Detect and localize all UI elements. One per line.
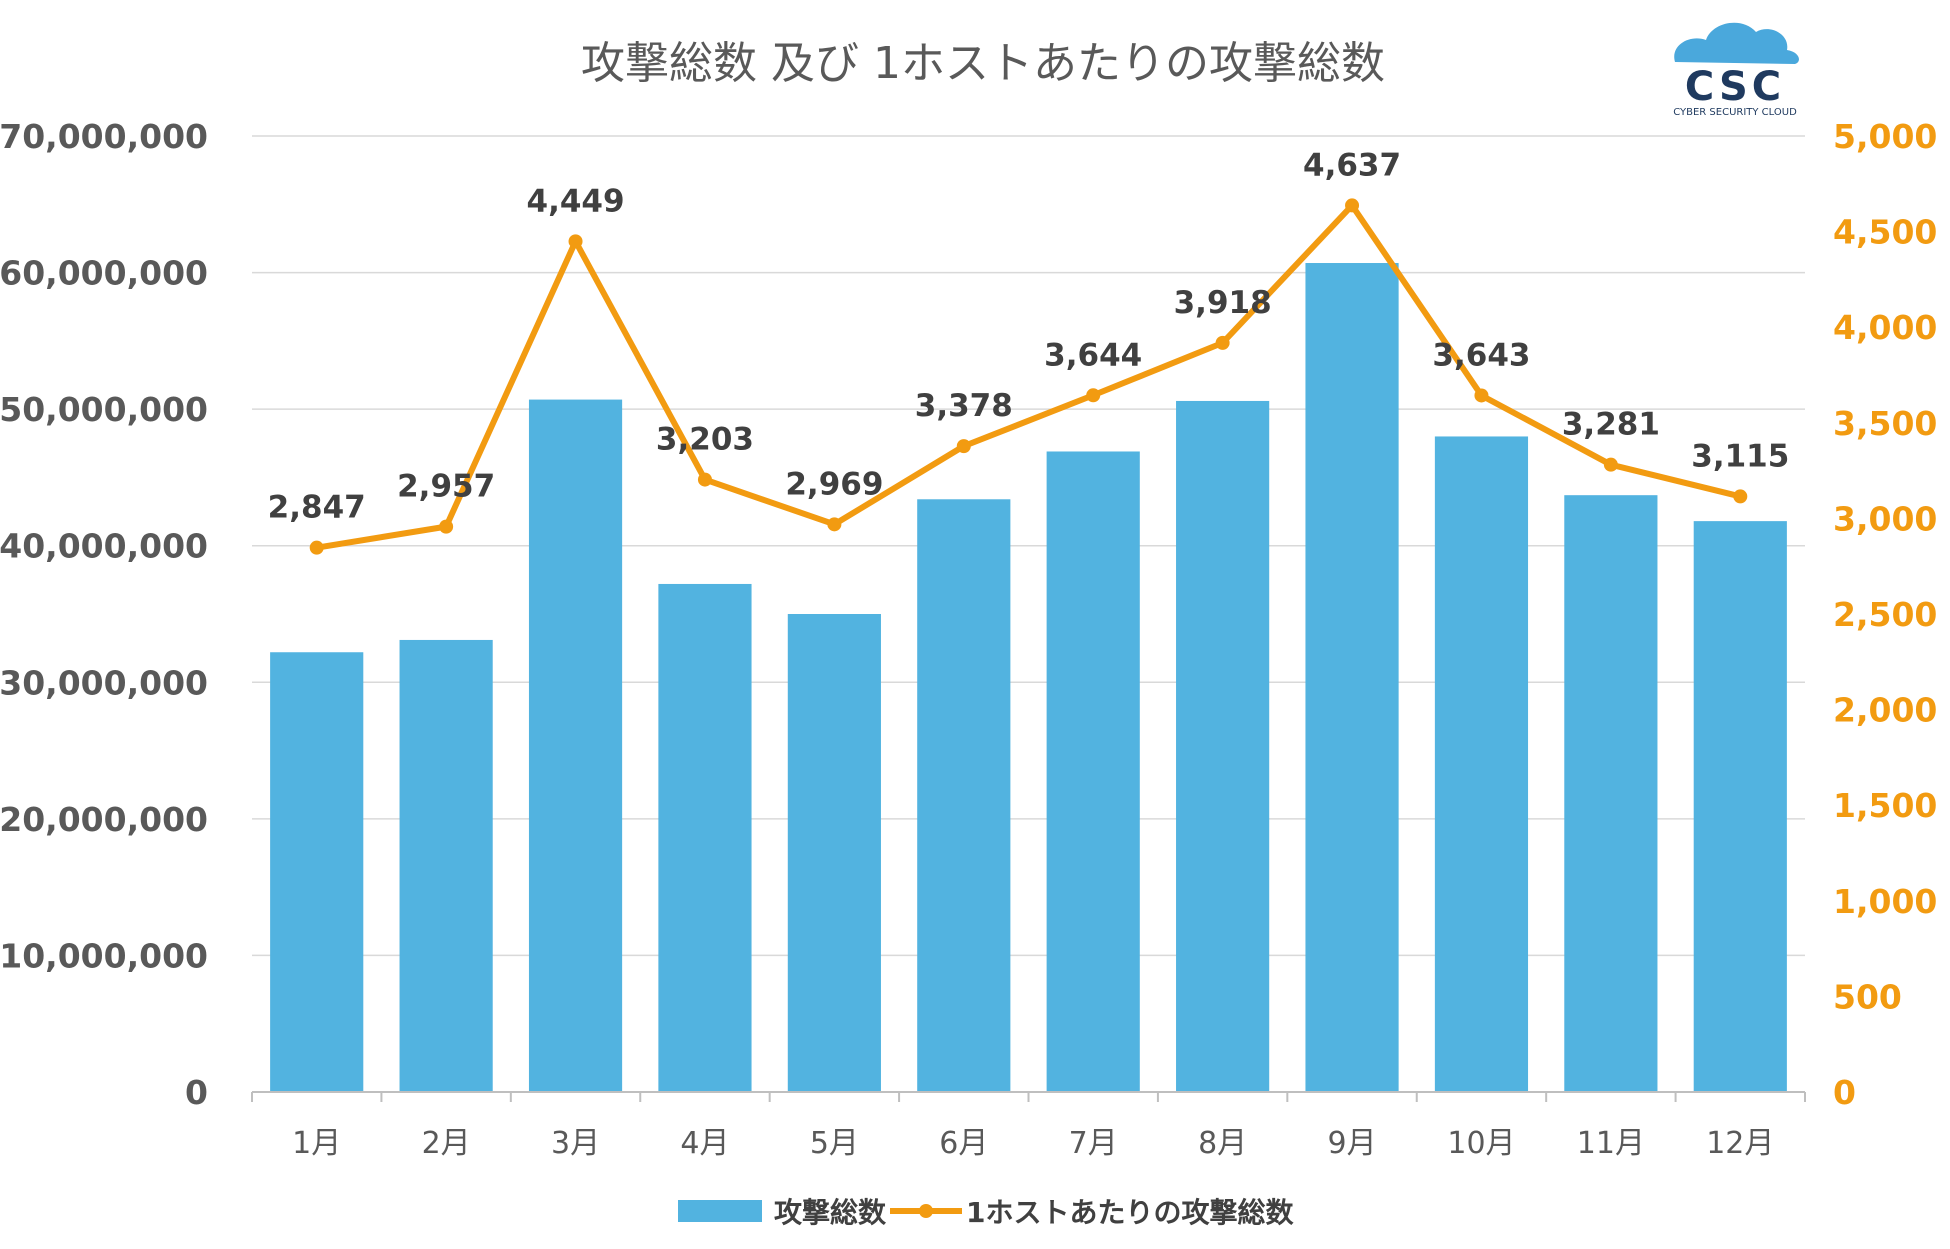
x-tick-label: 2月 — [422, 1126, 471, 1161]
y-left-tick-label: 20,000,000 — [0, 800, 208, 839]
line-point — [568, 234, 583, 249]
cloud-icon — [1674, 22, 1799, 64]
line-point — [1733, 489, 1748, 504]
y-right-tick-label: 4,000 — [1833, 308, 1937, 347]
data-label: 3,918 — [1174, 285, 1272, 321]
x-tick-label: 11月 — [1577, 1126, 1645, 1161]
data-label: 3,644 — [1044, 337, 1142, 373]
legend: 攻撃総数 1ホストあたりの攻撃総数 — [678, 1196, 1294, 1229]
data-label: 3,115 — [1691, 438, 1789, 474]
y-left-tick-label: 30,000,000 — [0, 663, 208, 702]
y-right-tick-label: 1,500 — [1833, 786, 1937, 825]
series-line — [313, 202, 1744, 551]
y-right-tick-label: 500 — [1833, 977, 1902, 1016]
y-right-tick-label: 0 — [1833, 1073, 1856, 1112]
line-point — [956, 439, 971, 454]
data-label: 2,969 — [785, 466, 883, 502]
legend-swatch-bar — [678, 1200, 762, 1222]
x-tick-label: 9月 — [1327, 1126, 1376, 1161]
line-point — [697, 472, 712, 487]
x-tick-label: 3月 — [551, 1126, 600, 1161]
legend-swatch-point — [919, 1204, 933, 1218]
bar — [1564, 495, 1658, 1092]
logo-text: CSC — [1685, 64, 1785, 110]
logo-subtext: CYBER SECURITY CLOUD — [1673, 107, 1797, 118]
data-labels: 2,847 2,957 4,449 3,203 2,969 3,378 3,644 3,918… — [268, 147, 1790, 525]
y-axis-left: 0 10,000,000 20,000,000 30,000,000 40,000,00… — [0, 117, 208, 1112]
x-tick-label: 6月 — [939, 1126, 988, 1161]
line-series — [309, 198, 1748, 555]
x-tick-label: 4月 — [680, 1126, 729, 1161]
chart-title: 攻撃総数 及び 1ホストあたりの攻撃総数 — [581, 38, 1385, 89]
data-label: 3,643 — [1432, 337, 1530, 373]
bar-series — [270, 263, 1787, 1093]
y-left-tick-label: 50,000,000 — [0, 390, 208, 429]
line-point — [439, 519, 454, 534]
bar — [787, 614, 881, 1092]
data-label: 3,203 — [656, 422, 754, 458]
line-point — [1215, 335, 1230, 350]
line-point — [827, 517, 842, 532]
bar — [1046, 451, 1140, 1093]
line-point — [1474, 388, 1489, 403]
x-tick-label: 1月 — [292, 1126, 341, 1161]
line-point — [309, 540, 324, 555]
y-right-tick-label: 1,000 — [1833, 882, 1937, 921]
y-right-tick-label: 2,000 — [1833, 691, 1937, 730]
bar — [528, 399, 623, 1092]
y-axis-right: 0 500 1,000 1,500 2,000 2,500 3,000 3,500 4,000 4… — [1833, 117, 1937, 1112]
data-label: 2,847 — [268, 490, 366, 526]
data-label: 3,281 — [1562, 407, 1660, 443]
y-left-tick-label: 70,000,000 — [0, 117, 208, 156]
y-left-tick-label: 40,000,000 — [0, 527, 208, 566]
x-tick-label: 8月 — [1198, 1126, 1247, 1161]
x-axis-ticks: 1月 2月 3月 4月 5月 6月 7月 8月 9月 10月 11月 12月 — [251, 1092, 1806, 1161]
legend-label-bar: 攻撃総数 — [774, 1196, 887, 1229]
bar — [270, 652, 364, 1092]
legend-label-line: 1ホストあたりの攻撃総数 — [966, 1196, 1294, 1229]
y-left-tick-label: 10,000,000 — [0, 936, 208, 975]
x-tick-label: 12月 — [1706, 1126, 1774, 1161]
x-tick-label: 5月 — [810, 1126, 859, 1161]
data-label: 4,449 — [527, 183, 625, 219]
y-right-tick-label: 3,000 — [1833, 499, 1937, 538]
bar — [399, 639, 493, 1092]
bar — [1305, 263, 1399, 1092]
y-right-tick-label: 3,500 — [1833, 404, 1937, 443]
line-point — [1345, 198, 1360, 213]
y-left-tick-label: 0 — [185, 1073, 208, 1112]
bar — [917, 499, 1011, 1092]
bar — [1176, 400, 1270, 1092]
x-tick-label: 7月 — [1069, 1126, 1118, 1161]
y-right-tick-label: 4,500 — [1833, 213, 1937, 252]
gridlines — [252, 135, 1805, 957]
x-tick-label: 10月 — [1447, 1126, 1515, 1161]
data-label: 4,637 — [1303, 147, 1401, 183]
bar — [658, 583, 752, 1092]
bar — [1434, 436, 1529, 1092]
line-point — [1603, 457, 1618, 472]
data-label: 3,378 — [915, 388, 1013, 424]
line-point — [1086, 388, 1101, 403]
bar — [1693, 521, 1787, 1092]
y-right-tick-label: 2,500 — [1833, 595, 1937, 634]
data-label: 2,957 — [397, 469, 495, 505]
csc-logo: CSC CYBER SECURITY CLOUD — [1673, 22, 1799, 118]
y-left-tick-label: 60,000,000 — [0, 254, 208, 293]
y-right-tick-label: 5,000 — [1833, 117, 1937, 156]
